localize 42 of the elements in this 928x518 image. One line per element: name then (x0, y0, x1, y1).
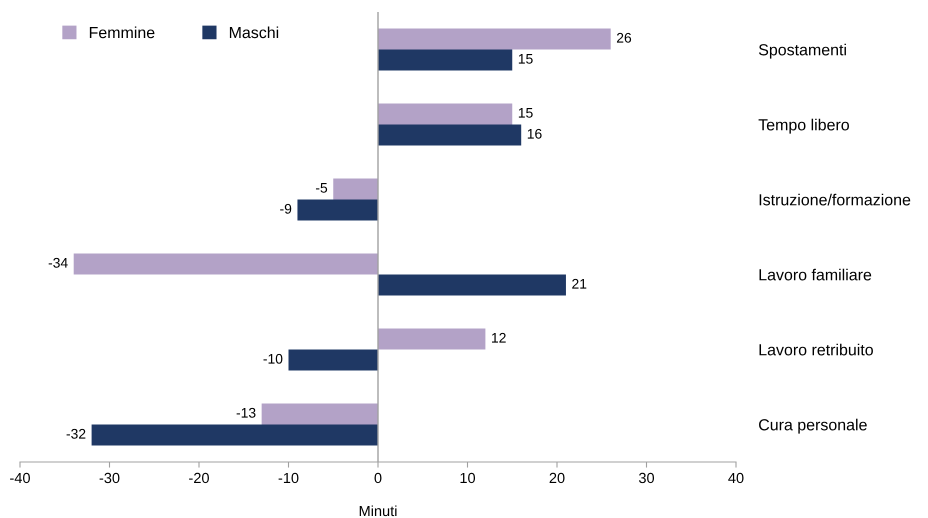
x-tick-label: -30 (100, 472, 120, 484)
data-label: 16 (528, 128, 542, 139)
bar (378, 328, 486, 350)
data-label: -10 (263, 354, 282, 364)
data-label: 15 (518, 54, 533, 64)
bar (262, 404, 378, 424)
y-tick-label: Lavoro retribuito (760, 344, 873, 356)
data-label: -13 (236, 408, 256, 418)
bar (288, 350, 378, 370)
x-tick-label: -20 (189, 472, 209, 484)
y-tick-label: Cura personale (759, 418, 867, 434)
data-label: 15 (518, 108, 533, 118)
bar (92, 424, 378, 446)
bar (74, 254, 378, 274)
bar (378, 50, 512, 70)
bar (378, 274, 566, 296)
data-label: -5 (316, 183, 328, 193)
bar (378, 104, 512, 124)
data-label: -9 (280, 204, 292, 214)
bar (378, 28, 611, 50)
y-tick-label: Spostamenti (758, 44, 846, 59)
legend-label: Femmine (90, 26, 154, 38)
x-tick-label: -10 (278, 472, 298, 484)
bar (297, 200, 378, 220)
x-tick-label: 20 (550, 472, 565, 484)
data-label: 21 (572, 278, 586, 289)
data-label: -32 (66, 428, 86, 439)
x-tick-label: 0 (374, 472, 382, 484)
legend-label: Maschi (230, 26, 278, 38)
x-tick-label: 40 (728, 472, 744, 484)
x-axis-title: Minuti (360, 505, 396, 516)
y-tick-label: Istruzione/formazione (760, 194, 910, 206)
data-label: -34 (48, 258, 68, 268)
y-tick-label: Lavoro familiare (760, 268, 872, 280)
bar (378, 124, 522, 146)
data-label: 12 (492, 332, 506, 343)
x-tick-label: -40 (10, 472, 30, 484)
y-tick-label: Tempo libero (758, 118, 849, 134)
bar (333, 178, 378, 200)
data-label: 26 (616, 32, 632, 43)
x-tick-label: 30 (638, 472, 654, 484)
x-tick-label: 10 (460, 472, 476, 484)
